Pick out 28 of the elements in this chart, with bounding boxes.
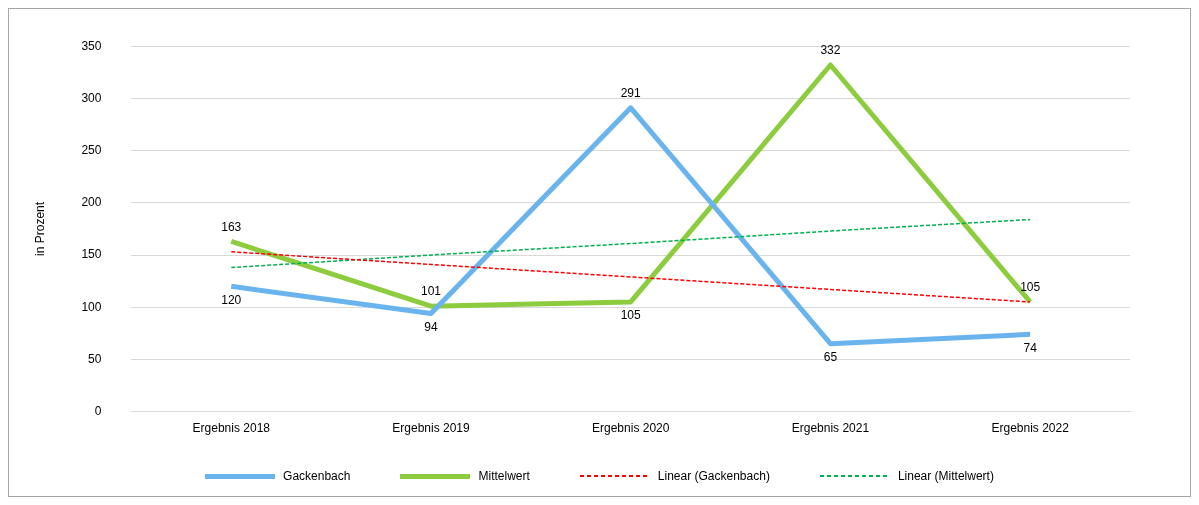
y-tick-label: 0 [94,403,102,418]
y-tick-label: 100 [81,299,102,314]
y-tick-label: 200 [81,195,102,210]
y-tick-label: 50 [88,351,102,366]
legend-label: Linear (Gackenbach) [657,469,770,483]
x-tick-label: Ergebnis 2020 [592,421,670,436]
data-label: 332 [820,43,841,58]
data-label: 105 [620,308,642,323]
data-label: 65 [823,350,838,365]
data-label: 94 [424,319,438,334]
legend-label: Mittelwert [478,469,530,483]
data-label: 105 [1020,280,1041,295]
data-label: 74 [1023,340,1038,355]
y-axis-title: in Prozent [32,201,47,256]
y-tick-label: 350 [81,38,102,53]
y-tick-label: 250 [81,142,102,157]
data-label: 163 [221,219,242,234]
data-label: 291 [620,86,642,101]
x-tick-label: Ergebnis 2019 [392,421,471,436]
data-label: 120 [221,292,242,307]
data-label: 101 [420,284,442,299]
y-tick-label: 150 [81,247,102,262]
legend-label: Gackenbach [283,469,351,483]
legend-label: Linear (Mittelwert) [897,469,994,483]
y-tick-label: 300 [81,90,102,105]
x-tick-label: Ergebnis 2018 [192,421,271,436]
x-tick-label: Ergebnis 2022 [991,421,1070,436]
x-tick-label: Ergebnis 2021 [791,421,870,436]
